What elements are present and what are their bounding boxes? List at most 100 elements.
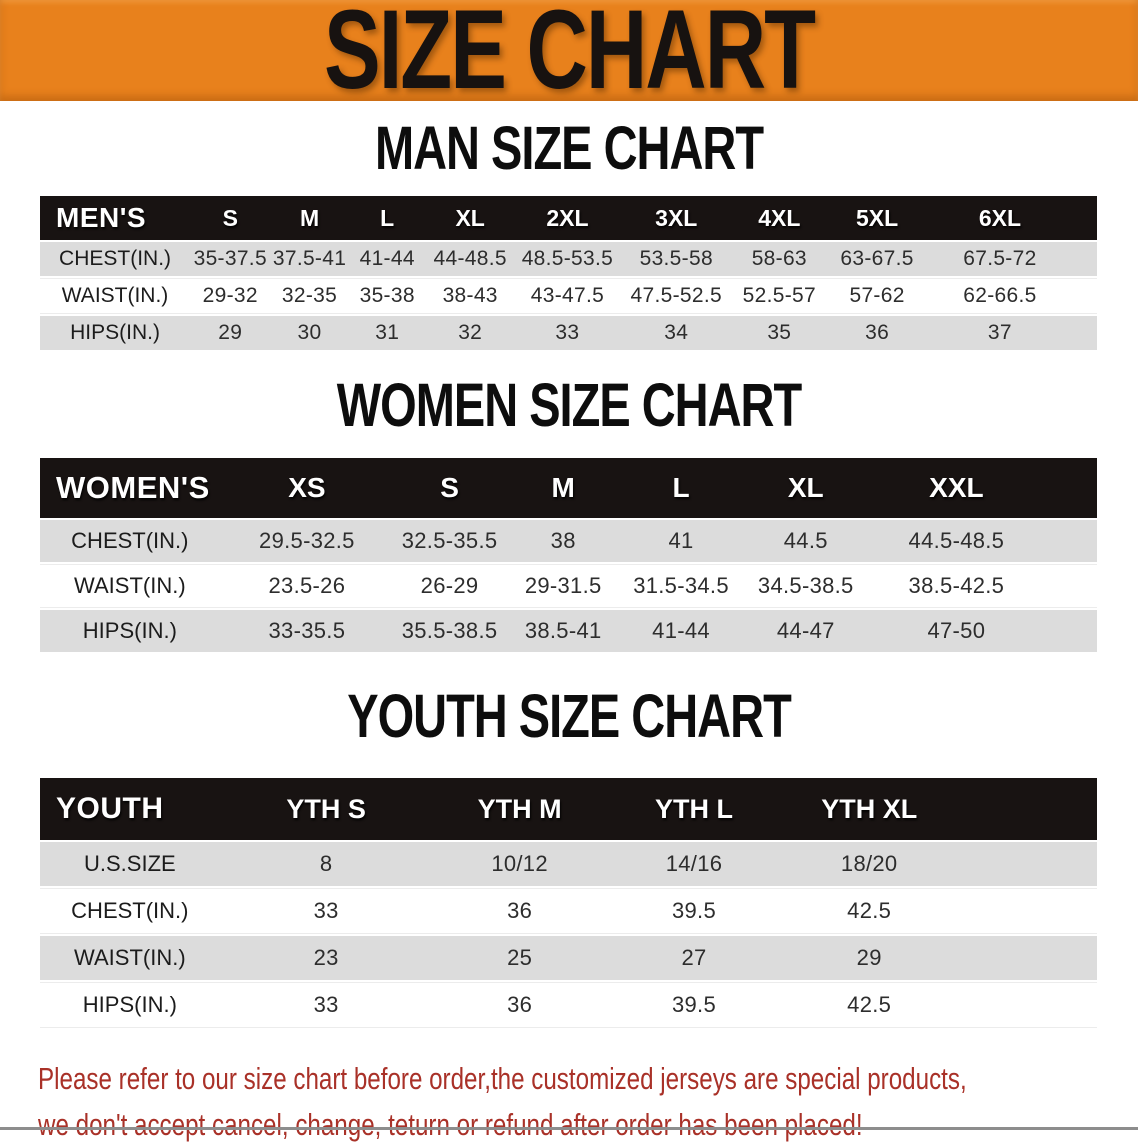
size-value: 58-63 [732,242,827,276]
youth-title-row: YOUTH SIZE CHART [0,654,1138,776]
size-value: 37 [927,316,1097,350]
size-value: 38 [505,520,622,562]
size-value: 29.5-32.5 [219,520,395,562]
size-value: 29 [190,316,271,350]
column-header: M [270,196,349,240]
column-header: L [348,196,426,240]
table-row: HIPS(IN.) 33 36 39.5 42.5 [40,982,1097,1028]
column-header: S [394,458,506,518]
row-label: U.S.SIZE [40,842,220,886]
men-size-table: MEN'S S M L XL 2XL 3XL 4XL 5XL 6XL CHEST(IN.) 35-37… [40,194,1097,352]
size-value: 37.5-41 [270,242,349,276]
row-label: WAIST(IN.) [40,564,220,608]
spacer-cell [956,778,1097,840]
size-value: 52.5-57 [732,278,827,314]
table-title-cell: YOUTH [40,778,220,840]
size-value: 38.5-42.5 [870,564,1097,608]
size-value: 36 [432,888,607,934]
table-header-row: YOUTH YTH S YTH M YTH L YTH XL [40,778,1097,840]
size-value: 35-38 [348,278,426,314]
column-header: L [621,458,741,518]
size-value: 30 [270,316,349,350]
size-value: 43-47.5 [514,278,621,314]
size-value: 42.5 [781,888,957,934]
table-header-row: MEN'S S M L XL 2XL 3XL 4XL 5XL 6XL [40,196,1097,240]
column-header: YTH XL [781,778,957,840]
size-value: 63-67.5 [826,242,928,276]
size-value: 32.5-35.5 [394,520,506,562]
column-header: XXL [870,458,1097,518]
column-header: 6XL [927,196,1097,240]
size-value: 35-37.5 [190,242,271,276]
row-label: CHEST(IN.) [40,242,191,276]
youth-section-title: YOUTH SIZE CHART [347,680,792,750]
women-size-table: WOMEN'S XS S M L XL XXL CHEST(IN.) 29.5-32.5 32.5… [40,456,1097,654]
table-row: HIPS(IN.) 29 30 31 32 33 34 35 36 37 [40,316,1097,350]
column-header: 4XL [732,196,827,240]
row-label: CHEST(IN.) [40,520,220,562]
size-value: 53.5-58 [620,242,733,276]
size-value: 38-43 [425,278,515,314]
women-title-row: WOMEN SIZE CHART [0,352,1138,456]
column-header: 2XL [514,196,621,240]
size-value: 8 [219,842,433,886]
table-title-cell: WOMEN'S [40,458,220,518]
size-value: 10/12 [432,842,607,886]
size-value: 44-48.5 [425,242,515,276]
size-value: 42.5 [781,982,957,1028]
size-value: 29-32 [190,278,271,314]
size-value: 48.5-53.5 [514,242,621,276]
size-value: 47-50 [870,610,1097,652]
table-title-cell: MEN'S [40,196,191,240]
size-value: 34 [620,316,733,350]
column-header: M [505,458,622,518]
banner-title: SIZE CHART [324,0,816,113]
column-header: YTH S [219,778,433,840]
size-value: 36 [826,316,928,350]
table-row: WAIST(IN.) 29-32 32-35 35-38 38-43 43-47.5 47.… [40,278,1097,314]
row-label: CHEST(IN.) [40,888,220,934]
table-row: CHEST(IN.) 33 36 39.5 42.5 [40,888,1097,934]
spacer-cell [956,936,1097,980]
disclaimer-text: Please refer to our size chart before or… [38,1056,1138,1148]
size-value: 31.5-34.5 [621,564,741,608]
size-value: 41-44 [621,610,741,652]
size-value: 33-35.5 [219,610,395,652]
row-label: WAIST(IN.) [40,936,220,980]
table-row: HIPS(IN.) 33-35.5 35.5-38.5 38.5-41 41-44 44-… [40,610,1097,652]
size-value: 18/20 [781,842,957,886]
disclaimer-line-1: Please refer to our size chart before or… [38,1061,967,1096]
size-value: 14/16 [606,842,782,886]
row-label: HIPS(IN.) [40,610,220,652]
men-size-section: MAN SIZE CHART MEN'S S M L XL 2XL 3XL 4XL 5XL 6XL… [0,101,1138,352]
disclaimer-line-2: we don't accept cancel, change, teturn o… [38,1107,863,1142]
size-value: 47.5-52.5 [620,278,733,314]
men-title-row: MAN SIZE CHART [0,101,1138,194]
size-value: 36 [432,982,607,1028]
size-value: 67.5-72 [927,242,1097,276]
women-size-section: WOMEN SIZE CHART WOMEN'S XS S M L XL XXL CHEST(… [0,352,1138,654]
size-value: 33 [219,982,433,1028]
size-value: 23 [219,936,433,980]
column-header: XL [740,458,871,518]
table-header-row: WOMEN'S XS S M L XL XXL [40,458,1097,518]
size-value: 41-44 [348,242,426,276]
table-row: WAIST(IN.) 23.5-26 26-29 29-31.5 31.5-34.5 34… [40,564,1097,608]
size-value: 33 [514,316,621,350]
size-value: 31 [348,316,426,350]
size-chart-banner: SIZE CHART [0,0,1138,113]
size-value: 32 [425,316,515,350]
size-value: 23.5-26 [219,564,395,608]
row-label: WAIST(IN.) [40,278,191,314]
column-header: YTH L [606,778,782,840]
size-value: 32-35 [270,278,349,314]
size-value: 62-66.5 [927,278,1097,314]
column-header: XS [219,458,395,518]
size-value: 29-31.5 [505,564,622,608]
spacer-cell [956,842,1097,886]
table-row: WAIST(IN.) 23 25 27 29 [40,936,1097,980]
size-value: 35 [732,316,827,350]
youth-size-table: YOUTH YTH S YTH M YTH L YTH XL U.S.SIZE 8 10/12… [40,776,1097,1030]
size-value: 38.5-41 [505,610,622,652]
size-value: 34.5-38.5 [740,564,871,608]
